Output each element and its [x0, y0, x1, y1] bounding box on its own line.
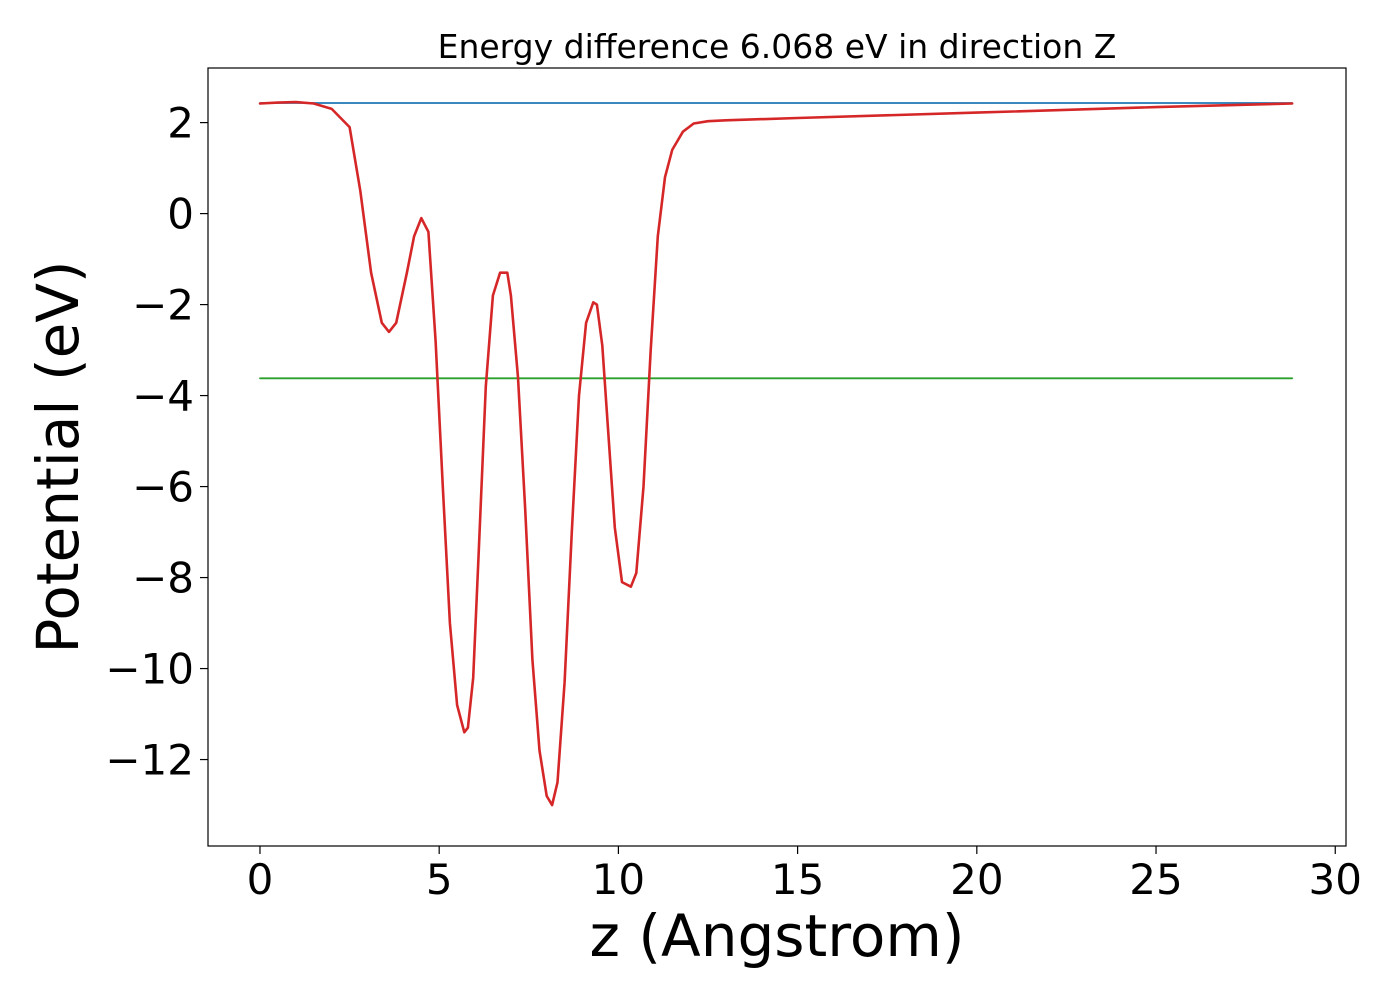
y-tick-label: −6 — [132, 463, 194, 512]
x-axis-label: z (Angstrom) — [590, 902, 965, 970]
x-tick-label: 25 — [1129, 855, 1182, 904]
y-axis-label: Potential (eV) — [24, 260, 92, 653]
y-tick-label: −12 — [105, 736, 194, 785]
chart-title: Energy difference 6.068 eV in direction … — [438, 27, 1117, 66]
plot-frame — [207, 67, 1347, 847]
x-tick-label: 15 — [771, 855, 824, 904]
series-layer — [258, 100, 1294, 807]
x-tick-label: 5 — [426, 855, 453, 904]
potential-curve-line — [258, 100, 1294, 807]
x-tick-label: 10 — [592, 855, 645, 904]
y-axis: 2 0 −2 −4 −6 −8 −10 −12 — [105, 99, 208, 785]
y-tick-label: −8 — [132, 554, 194, 603]
y-tick-label: 0 — [167, 190, 194, 239]
y-tick-label: −4 — [132, 372, 194, 421]
x-tick-label: 30 — [1309, 855, 1362, 904]
y-tick-label: −2 — [132, 281, 194, 330]
y-tick-label: 2 — [167, 99, 194, 148]
y-tick-label: −10 — [105, 645, 194, 694]
x-tick-label: 20 — [950, 855, 1003, 904]
x-axis: 0 5 10 15 20 25 30 — [247, 846, 1362, 904]
x-tick-label: 0 — [247, 855, 274, 904]
